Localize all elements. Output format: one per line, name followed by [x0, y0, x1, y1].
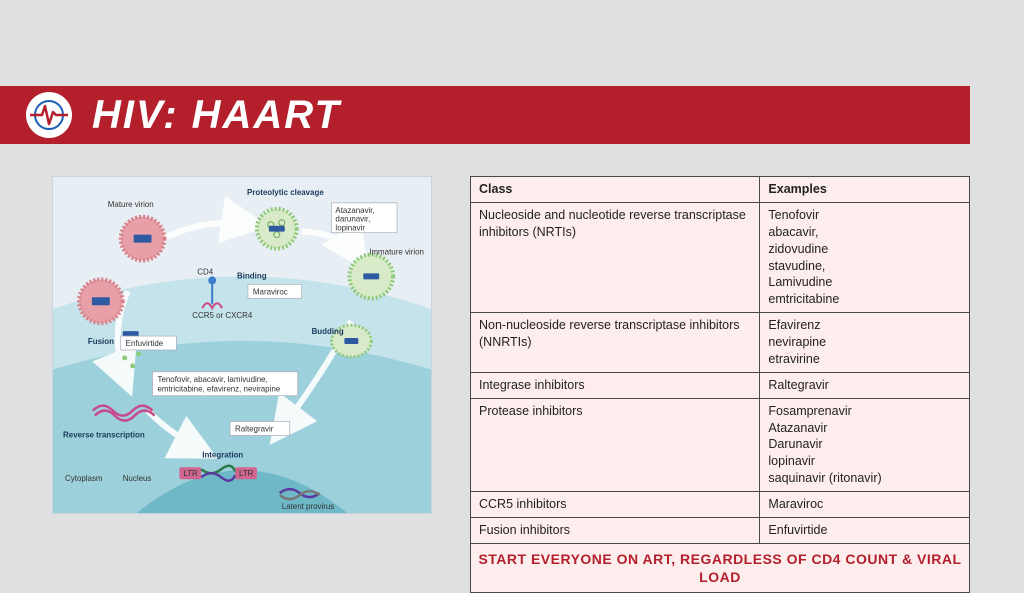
diagram-label: CCR5 or CXCR4	[192, 311, 253, 320]
diagram-label: Nucleus	[123, 474, 152, 483]
diagram-label: CD4	[197, 267, 213, 276]
cell-examples: Maraviroc	[760, 492, 970, 518]
cell-class: CCR5 inhibitors	[471, 492, 760, 518]
table-row: Integrase inhibitorsRaltegravir	[471, 372, 970, 398]
footer-note: START EVERYONE ON ART, REGARDLESS OF CD4…	[471, 543, 970, 592]
diagram-label: Proteolytic cleavage	[247, 188, 324, 197]
drug-class-table: Class Examples Nucleoside and nucleotide…	[470, 176, 970, 546]
drug-box-text: Raltegravir	[235, 424, 274, 433]
diagram-label: Cytoplasm	[65, 474, 103, 483]
col-examples: Examples	[760, 177, 970, 203]
title-bar: HIV: HAART	[0, 86, 970, 144]
diagram-label: Budding	[312, 327, 344, 336]
cell-examples: Tenofovirabacavir,zidovudinestavudine,La…	[760, 202, 970, 312]
cell-class: Fusion inhibitors	[471, 517, 760, 543]
drug-box-text: lopinavir	[335, 224, 365, 233]
cell-examples: FosamprenavirAtazanavirDarunavirlopinavi…	[760, 398, 970, 491]
diagram-label: Integration	[202, 450, 243, 459]
table-row: CCR5 inhibitorsMaraviroc	[471, 492, 970, 518]
drug-box-text: darunavir,	[335, 215, 370, 224]
table-row: Nucleoside and nucleotide reverse transc…	[471, 202, 970, 312]
cell-examples: Efavirenznevirapineetravirine	[760, 313, 970, 373]
pulse-logo-icon	[26, 92, 72, 138]
table-row: Non-nucleoside reverse transcriptase inh…	[471, 313, 970, 373]
cell-examples: Raltegravir	[760, 372, 970, 398]
diagram-label: Latent provirus	[282, 502, 335, 511]
svg-text:LTR: LTR	[239, 469, 254, 478]
col-class: Class	[471, 177, 760, 203]
cell-class: Integrase inhibitors	[471, 372, 760, 398]
diagram-label: Immature virion	[369, 248, 424, 257]
svg-text:LTR: LTR	[183, 469, 198, 478]
content-row: Mature virion Proteolytic cleavage Immat…	[52, 176, 970, 546]
cell-class: Protease inhibitors	[471, 398, 760, 491]
drug-box-text: Enfuvirtide	[126, 339, 164, 348]
lifecycle-diagram: Mature virion Proteolytic cleavage Immat…	[52, 176, 432, 514]
drug-box-text: Atazanavir,	[335, 206, 374, 215]
cell-class: Non-nucleoside reverse transcriptase inh…	[471, 313, 760, 373]
drug-box-text: Tenofovir, abacavir, lamivudine,	[158, 375, 268, 384]
table-footer-row: START EVERYONE ON ART, REGARDLESS OF CD4…	[471, 543, 970, 592]
diagram-label: Reverse transcription	[63, 430, 145, 439]
drug-box-text: emtricitabine, efavirenz, nevirapine	[158, 385, 281, 394]
table-row: Fusion inhibitorsEnfuvirtide	[471, 517, 970, 543]
table-header-row: Class Examples	[471, 177, 970, 203]
diagram-label: Mature virion	[108, 200, 154, 209]
diagram-label: Fusion	[88, 337, 114, 346]
table-row: Protease inhibitorsFosamprenavirAtazanav…	[471, 398, 970, 491]
diagram-label: Binding	[237, 271, 267, 280]
cell-examples: Enfuvirtide	[760, 517, 970, 543]
drug-box-text: Maraviroc	[253, 287, 288, 296]
haart-table: Class Examples Nucleoside and nucleotide…	[470, 176, 970, 593]
cell-class: Nucleoside and nucleotide reverse transc…	[471, 202, 760, 312]
page-title: HIV: HAART	[92, 93, 341, 138]
